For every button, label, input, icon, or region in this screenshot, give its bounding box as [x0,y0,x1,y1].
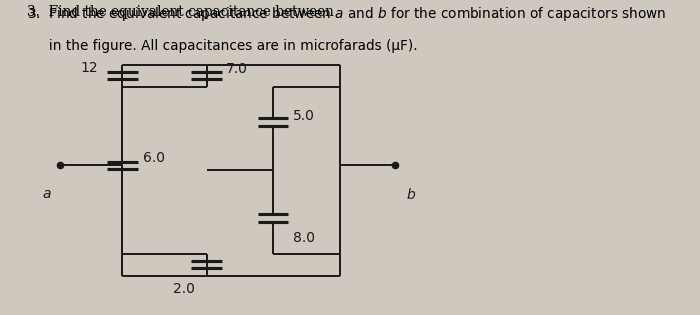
Text: 12: 12 [80,61,98,75]
Text: 3.  Find the equivalent capacitance between: 3. Find the equivalent capacitance betwe… [27,5,338,19]
Text: 2.0: 2.0 [173,282,195,296]
Text: $b$: $b$ [406,187,416,203]
Text: in the figure. All capacitances are in microfarads (μF).: in the figure. All capacitances are in m… [27,39,417,53]
Text: 3.  Find the equivalent capacitance between $a$ and $b$ for the combination of c: 3. Find the equivalent capacitance betwe… [27,5,666,23]
Text: $a$: $a$ [42,187,52,201]
Text: 8.0: 8.0 [293,231,314,245]
Text: 7.0: 7.0 [226,62,248,76]
Text: 5.0: 5.0 [293,109,314,123]
Text: 6.0: 6.0 [144,151,165,164]
